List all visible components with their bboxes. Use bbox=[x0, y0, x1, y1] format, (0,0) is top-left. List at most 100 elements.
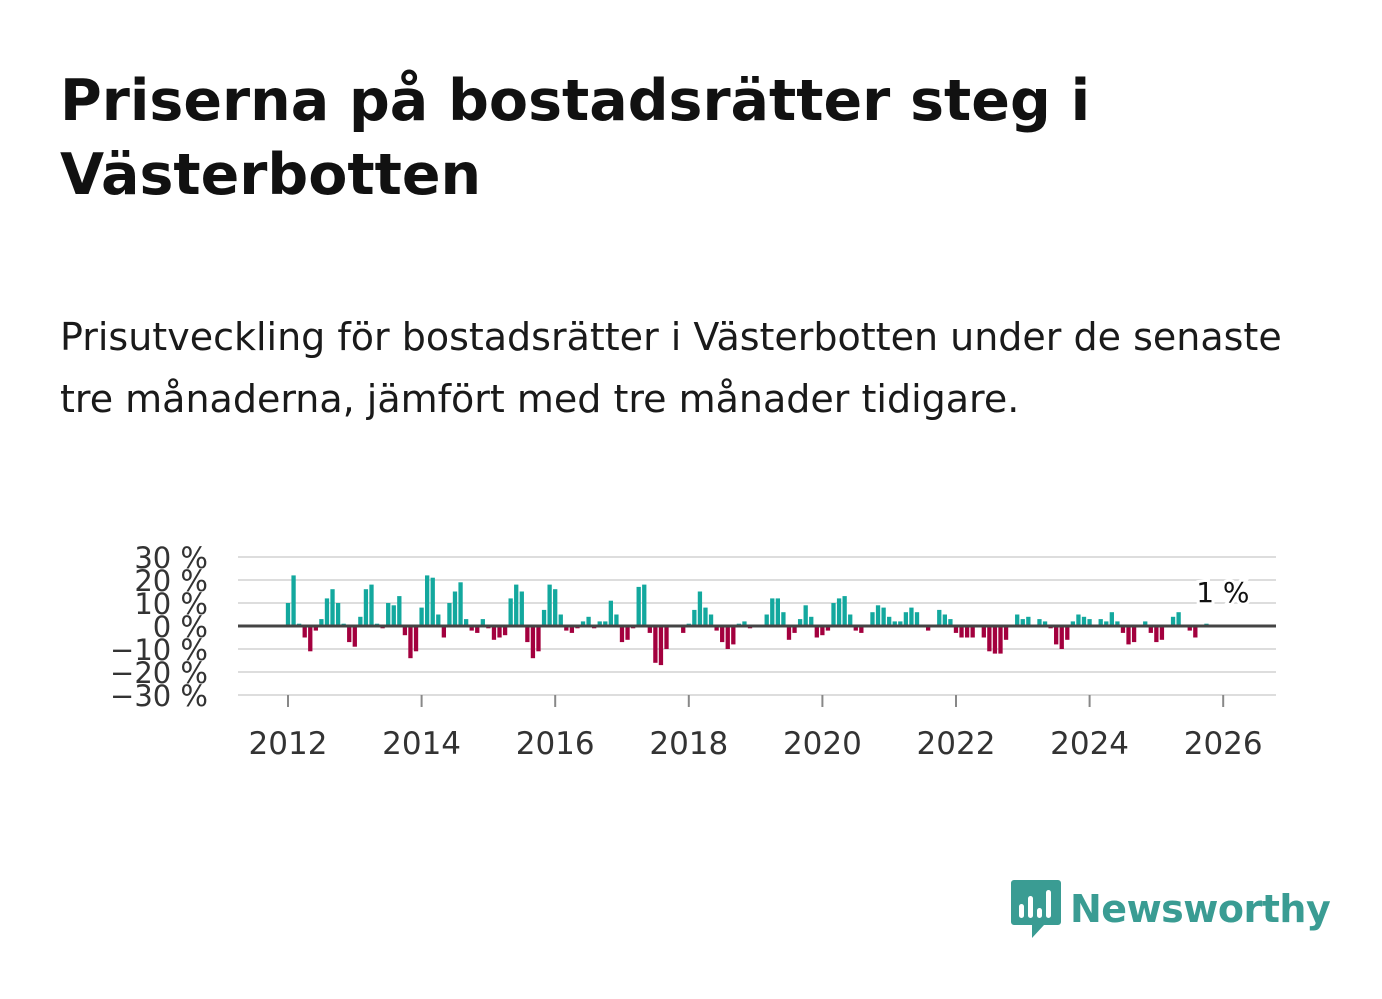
bar bbox=[898, 621, 903, 626]
bar bbox=[553, 589, 558, 626]
bar bbox=[992, 626, 998, 654]
bar bbox=[369, 584, 374, 626]
price-change-chart: 30 %20 %10 %0 %−10 %−20 %−30 % 2012 2014 2… bbox=[110, 541, 1276, 762]
bar bbox=[870, 612, 875, 626]
bar bbox=[708, 614, 714, 626]
bar bbox=[397, 596, 402, 626]
bar bbox=[614, 614, 619, 626]
bar-chart-speech-icon bbox=[1011, 880, 1061, 938]
bar bbox=[564, 626, 569, 631]
bar bbox=[658, 626, 664, 666]
bar bbox=[1154, 626, 1159, 643]
bar bbox=[330, 589, 335, 626]
bar bbox=[642, 584, 647, 626]
y-tick-label: −20 % bbox=[110, 656, 208, 690]
bar bbox=[914, 612, 920, 626]
y-tick-label: 30 % bbox=[134, 541, 208, 575]
bar bbox=[586, 616, 591, 626]
bar bbox=[402, 626, 408, 636]
x-axis-ticks: 2012 2014 2016 2018 2020 2022 2024 2026 bbox=[249, 695, 1263, 762]
bar bbox=[742, 621, 747, 626]
bar bbox=[1159, 626, 1165, 640]
bar bbox=[530, 626, 536, 659]
bar bbox=[1176, 612, 1181, 626]
newsworthy-logo[interactable]: Newsworthy bbox=[1010, 878, 1331, 940]
bar bbox=[1065, 626, 1070, 640]
bar bbox=[970, 626, 975, 638]
bar bbox=[892, 621, 897, 626]
bar bbox=[430, 577, 435, 626]
bar bbox=[948, 619, 953, 626]
bar bbox=[725, 626, 730, 649]
bar bbox=[703, 607, 708, 626]
bar bbox=[1054, 626, 1059, 645]
bar bbox=[809, 616, 814, 626]
bar bbox=[664, 626, 669, 649]
bar bbox=[603, 621, 608, 626]
brand-name: Newsworthy bbox=[1070, 887, 1331, 931]
bar bbox=[964, 626, 970, 638]
bar bbox=[903, 612, 909, 626]
bar bbox=[681, 626, 686, 633]
bar bbox=[480, 619, 485, 626]
bar bbox=[692, 609, 697, 626]
bar bbox=[881, 607, 886, 626]
bar bbox=[714, 626, 719, 631]
bar bbox=[797, 619, 803, 626]
bar bbox=[352, 626, 357, 647]
y-tick-label: −30 % bbox=[110, 679, 208, 713]
chart-subtitle: Prisutveckling för bostadsrätter i Väste… bbox=[60, 315, 1282, 421]
bar bbox=[942, 614, 947, 626]
bar bbox=[1087, 619, 1092, 626]
bar bbox=[463, 619, 469, 626]
bar bbox=[647, 626, 652, 633]
bar bbox=[820, 626, 825, 636]
bar bbox=[1026, 616, 1031, 626]
bar bbox=[425, 575, 430, 626]
y-tick-label: −10 % bbox=[110, 633, 208, 667]
bar bbox=[1148, 626, 1153, 633]
bar bbox=[508, 598, 513, 626]
bar bbox=[580, 621, 586, 626]
bar bbox=[441, 626, 447, 638]
bar bbox=[313, 626, 318, 631]
bar bbox=[1020, 619, 1025, 626]
bar bbox=[1143, 621, 1148, 626]
bar bbox=[469, 626, 474, 631]
bar bbox=[502, 626, 508, 636]
bar bbox=[1104, 621, 1109, 626]
bar bbox=[825, 626, 831, 631]
bar bbox=[909, 607, 914, 626]
bar bbox=[925, 626, 931, 631]
bar bbox=[1070, 621, 1076, 626]
x-tick-label: 2016 bbox=[516, 726, 595, 762]
x-tick-label: 2024 bbox=[1050, 726, 1129, 762]
bar bbox=[1109, 612, 1114, 626]
bar bbox=[853, 626, 858, 631]
bar bbox=[358, 616, 363, 626]
bar bbox=[831, 603, 836, 626]
bar bbox=[1193, 626, 1198, 638]
x-tick-label: 2026 bbox=[1184, 726, 1263, 762]
bar bbox=[291, 575, 296, 626]
bar bbox=[519, 591, 524, 626]
x-tick-label: 2020 bbox=[783, 726, 862, 762]
bar bbox=[347, 626, 352, 643]
y-tick-label: 10 % bbox=[134, 587, 208, 621]
bar bbox=[319, 619, 324, 626]
bar bbox=[608, 600, 613, 626]
bar bbox=[875, 605, 881, 626]
bar bbox=[408, 626, 413, 659]
bar bbox=[987, 626, 992, 652]
bar bbox=[363, 589, 369, 626]
bar bbox=[1126, 626, 1131, 645]
bar bbox=[597, 621, 602, 626]
y-tick-label: 20 % bbox=[134, 564, 208, 598]
bar bbox=[636, 586, 641, 626]
bar bbox=[514, 584, 519, 626]
bar bbox=[731, 626, 736, 645]
x-tick-label: 2018 bbox=[649, 726, 728, 762]
bar bbox=[302, 626, 307, 638]
bar bbox=[887, 616, 892, 626]
bar bbox=[536, 626, 541, 652]
